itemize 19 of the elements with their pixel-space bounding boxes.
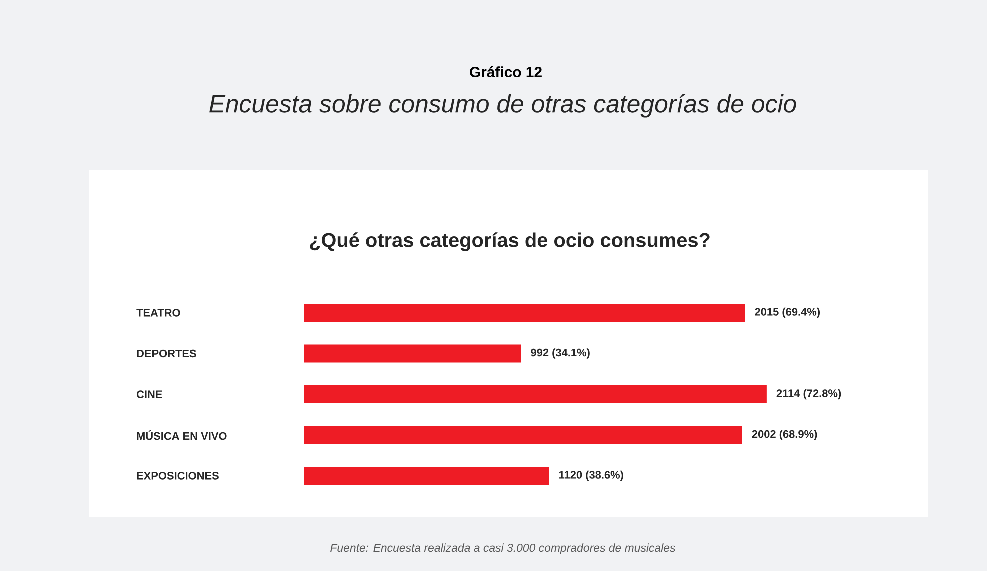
bar xyxy=(304,466,550,485)
y-tick-label: EXPOSICIONES xyxy=(137,472,219,480)
chart-subtitle: Encuesta sobre consumo de otras categorías de ocio xyxy=(210,94,796,118)
data-label: 2002 (68.9%) xyxy=(752,430,818,440)
data-label: 2114 (72.8%) xyxy=(776,389,842,400)
data-label: 992 (34.1%) xyxy=(531,348,590,359)
bar xyxy=(304,344,522,363)
text: ¿Qué otras categorías de ocio consumes? xyxy=(310,232,710,252)
bar xyxy=(304,304,746,322)
data-label: 2015 (69.4%) xyxy=(755,308,820,318)
y-tick-label: TEATRO xyxy=(136,309,180,317)
y-tick-label: MÚSICA EN VIVO xyxy=(137,430,227,440)
bar xyxy=(304,385,767,404)
y-tick-label: CINE xyxy=(136,390,162,398)
source-note: Fuente: Encuesta realizada a casi 3.000 compradores de musicales xyxy=(330,544,676,554)
bar xyxy=(304,426,742,444)
y-tick-label: DEPORTES xyxy=(137,350,196,358)
data-label: 1120 (38.6%) xyxy=(559,470,624,482)
chart-title: Gráfico 12 xyxy=(470,66,542,78)
